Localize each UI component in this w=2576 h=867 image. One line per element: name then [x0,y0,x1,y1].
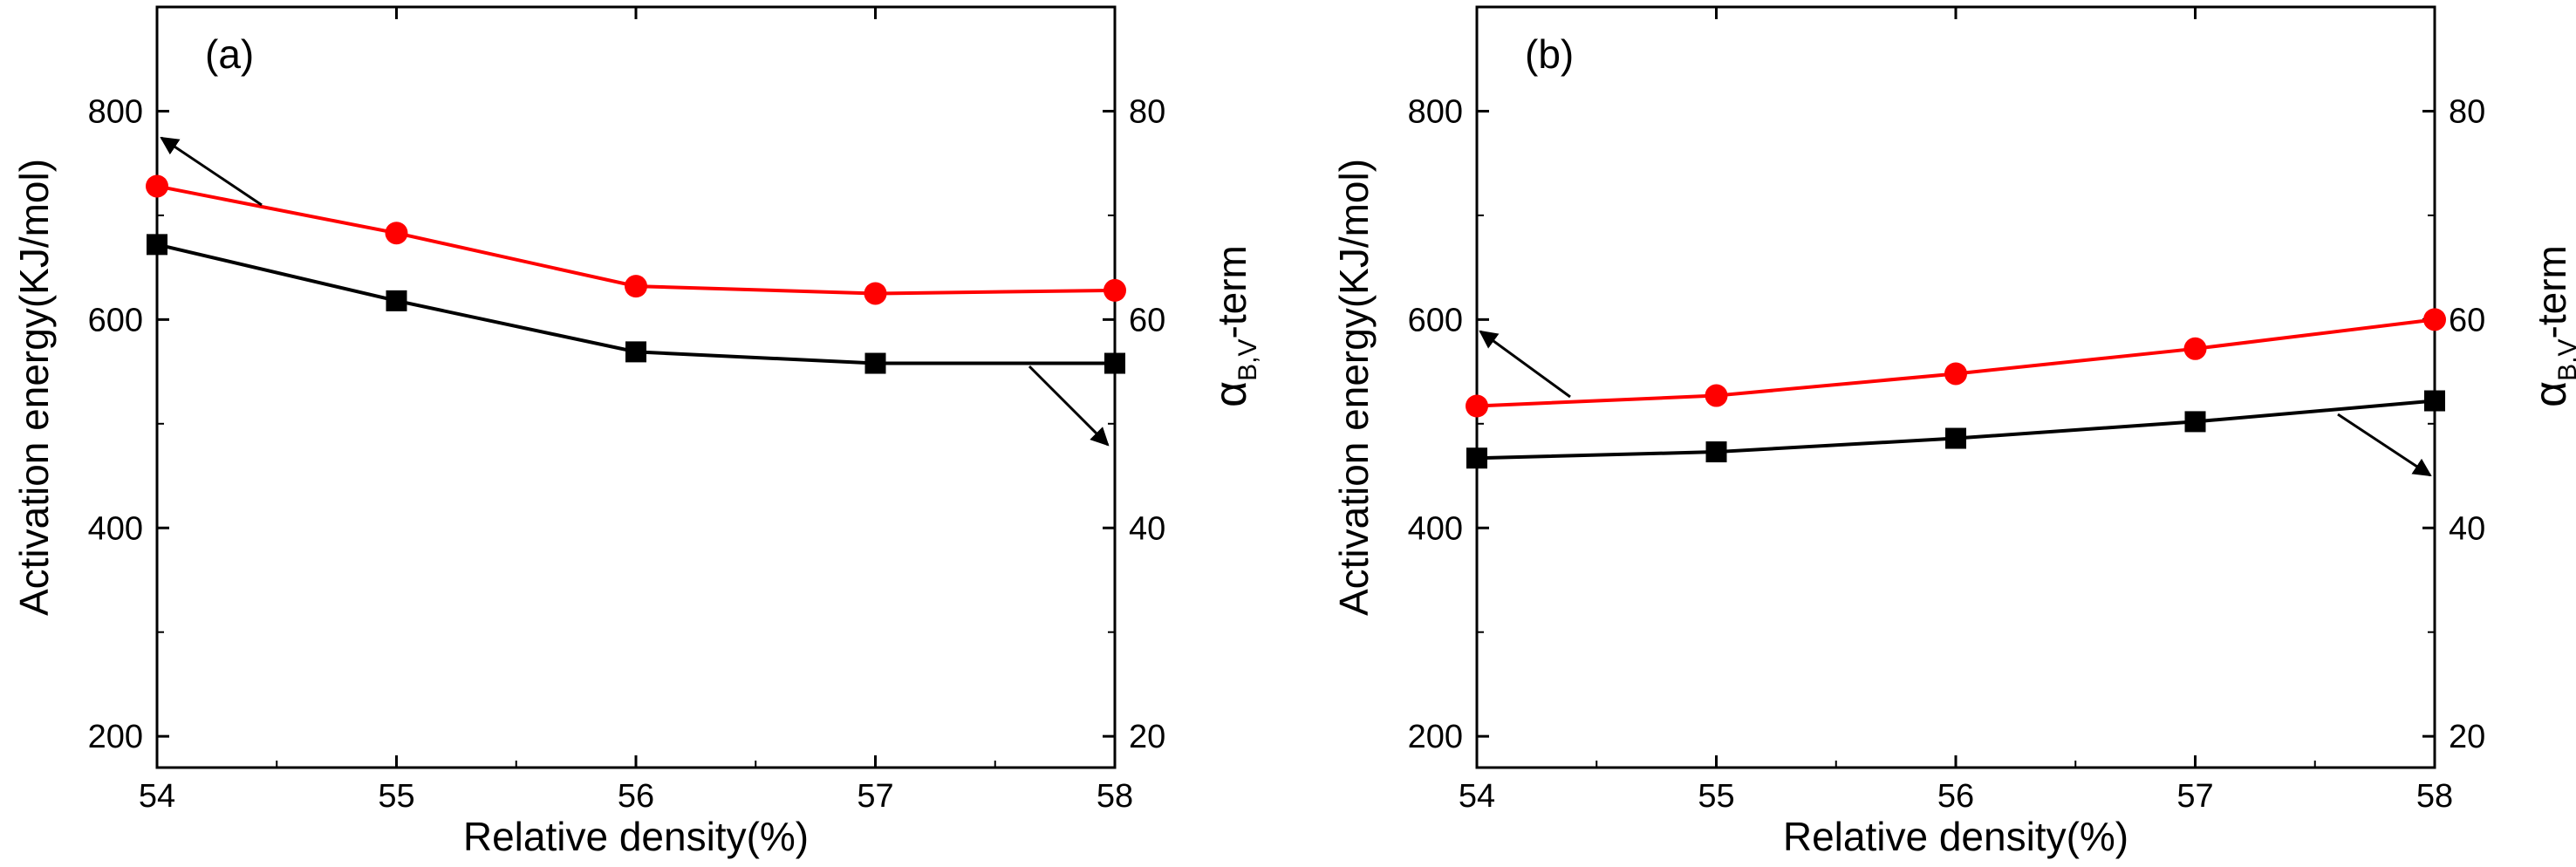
y2-axis-label: αB,V-term [2525,245,2576,407]
x-tick-label: 58 [2416,778,2453,815]
y2-axis-label-suffix: -term [1209,245,1254,338]
data-point-circle [625,275,647,298]
left-axis-arrow [1479,330,1571,399]
y2-tick-label: 80 [2449,93,2485,130]
y-tick-label: 400 [88,510,143,547]
y2-axis-label: αB,V-term [1206,245,1262,407]
y-tick-label: 400 [1408,510,1463,547]
y-tick-label: 800 [88,93,143,130]
data-point-square [864,352,886,374]
data-point-circle [1104,278,1126,302]
chart-panel-b: 54 55 56 57 58 200 400 600 800 20 40 60 80 (b) Relativ… [1331,5,2576,859]
x-axis-label: Relative density(%) [463,814,809,859]
x-axis-label: Relative density(%) [1783,814,2128,859]
x-tick-label: 54 [1459,778,1495,815]
data-point-square [147,234,167,256]
data-point-circle [864,282,887,305]
data-point-circle [1466,394,1488,418]
y2-tick-label: 20 [1129,719,1165,755]
y2-axis-label-main: α [2525,381,2576,407]
y2-tick-label: 60 [1129,302,1165,338]
x-tick-label: 56 [1937,778,1974,815]
y2-axis-label-subscript: B,V [1233,338,1262,380]
x-tick-label: 57 [2176,778,2213,815]
data-point-square [1104,352,1125,374]
y-axis-label: Activation energy(KJ/mol) [1331,159,1377,616]
data-point-square [2424,390,2445,412]
plot-frame [1475,5,2436,769]
y2-tick-label: 40 [1129,510,1165,547]
x-tick-label: 55 [1698,778,1734,815]
y-tick-label: 600 [88,302,143,338]
y-tick-label: 200 [88,719,143,755]
x-tick-label: 56 [618,778,654,815]
data-point-circle [385,222,408,245]
x-tick-label: 55 [378,778,414,815]
plot-frame [155,5,1117,769]
data-point-square [625,341,646,363]
data-point-square [1945,427,1966,449]
data-point-circle [2423,308,2446,331]
x-tick-label: 54 [139,778,175,815]
y-tick-label: 800 [1408,93,1463,130]
y-tick-label: 600 [1408,302,1463,338]
data-point-circle [2183,337,2207,360]
chart-panel-a: 54 55 56 57 58 200 400 600 800 20 40 60 80 (a) Relativ… [11,5,1262,859]
left-axis-arrow [160,136,263,207]
right-axis-arrow [1028,365,1110,447]
y2-axis-label-suffix: -term [2529,245,2574,338]
x-tick-label: 58 [1097,778,1133,815]
y2-tick-label: 80 [1129,93,1165,130]
y2-axis-label-main: α [1206,381,1256,407]
y2-axis-label-subscript: B,V [2553,338,2576,380]
data-point-circle [1944,362,1967,386]
data-point-square [1466,447,1487,469]
data-point-circle [146,174,168,198]
y-axis-label: Activation energy(KJ/mol) [11,159,57,616]
data-point-circle [1705,384,1728,407]
y2-tick-label: 40 [2449,510,2485,547]
y2-tick-label: 60 [2449,302,2485,338]
y-tick-label: 200 [1408,719,1463,755]
data-point-square [2184,411,2206,433]
right-axis-arrow [2337,413,2432,477]
panel-label: (a) [205,31,254,77]
data-point-square [1705,441,1727,463]
x-tick-label: 57 [857,778,893,815]
y2-tick-label: 20 [2449,719,2485,755]
panel-label: (b) [1525,31,1574,77]
data-point-square [386,290,407,311]
